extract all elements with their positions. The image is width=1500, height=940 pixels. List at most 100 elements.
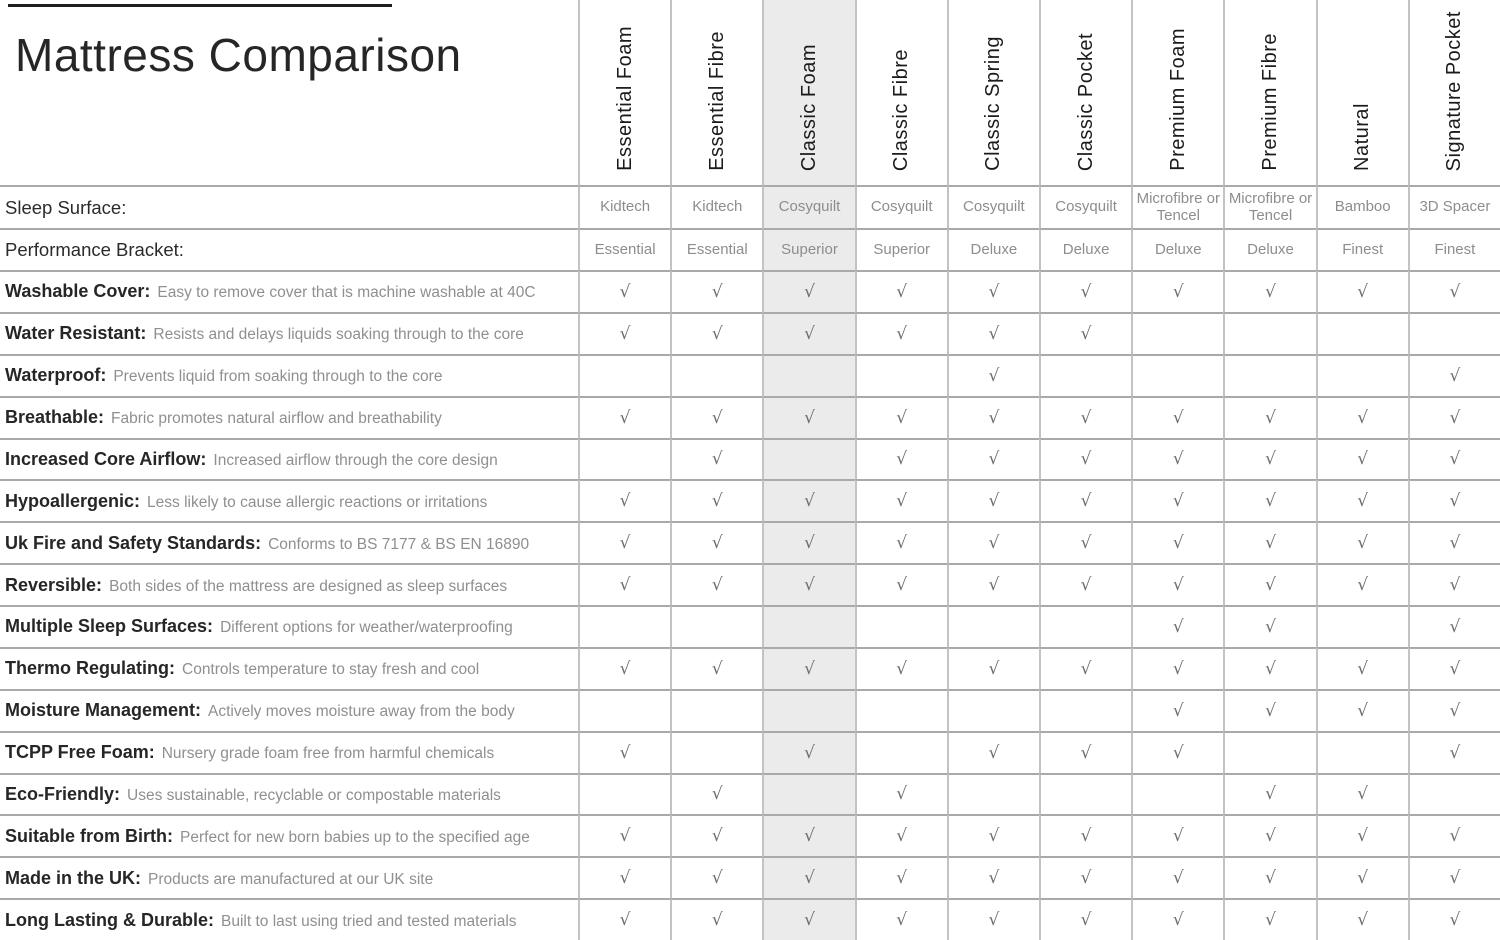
check-cell-classic-pocket: √ (1038, 814, 1132, 857)
checkmark-icon: √ (1080, 868, 1092, 889)
check-cell-premium-fibre: √ (1223, 605, 1316, 647)
feature-row-label: Made in the UK: Products are manufactured… (0, 856, 578, 899)
check-cell-premium-foam: √ (1131, 437, 1224, 480)
feature-description-text: Nursery grade foam free from harmful che… (161, 745, 495, 763)
feature-label-wrap: Made in the UK: Products are manufactured… (5, 868, 433, 889)
checkmark-icon: √ (1080, 910, 1092, 931)
check-cell-premium-fibre: √ (1223, 563, 1316, 605)
sleep-surface-value-essential-foam: Kidtech (578, 185, 671, 228)
bracket-text: Superior (873, 240, 931, 258)
row-label-text: Performance Bracket: (5, 239, 184, 260)
checkmark-icon: √ (896, 575, 908, 596)
sleep-surface-text: Microfibre or Tencel (1136, 189, 1220, 224)
bracket-text: Finest (1342, 240, 1384, 258)
empty-cell-classic-pocket (1038, 772, 1132, 815)
check-cell-natural: √ (1315, 898, 1408, 940)
check-cell-essential-fibre: √ (670, 814, 763, 857)
checkmark-icon: √ (711, 323, 723, 344)
sleep-surface-value-premium-fibre: Microfibre or Tencel (1223, 185, 1316, 228)
empty-cell-classic-pocket (1038, 688, 1132, 731)
check-cell-premium-foam: √ (1131, 270, 1224, 312)
checkmark-icon: √ (1449, 281, 1461, 302)
check-cell-essential-foam: √ (578, 521, 671, 564)
checkmark-icon: √ (1357, 910, 1369, 931)
column-header-signature-pocket: Signature Pocket (1407, 0, 1500, 185)
checkmark-icon: √ (619, 491, 631, 512)
table-header-corner: Mattress Comparison (0, 0, 578, 185)
check-cell-signature-pocket: √ (1407, 395, 1500, 438)
checkmark-icon: √ (1172, 575, 1184, 596)
feature-label-text: Uk Fire and Safety Standards: (5, 532, 262, 553)
check-cell-signature-pocket: √ (1407, 437, 1500, 480)
empty-cell-signature-pocket (1407, 772, 1500, 815)
bracket-text: Finest (1434, 240, 1476, 258)
checkmark-icon: √ (988, 323, 1000, 344)
checkmark-icon: √ (988, 407, 1000, 428)
column-header-classic-foam: Classic Foam (762, 0, 855, 185)
checkmark-icon: √ (1265, 575, 1276, 596)
checkmark-icon: √ (896, 784, 908, 805)
empty-cell-premium-fibre (1223, 730, 1316, 773)
checkmark-icon: √ (1357, 533, 1369, 554)
feature-row-label: Washable Cover: Easy to remove cover that… (0, 270, 578, 312)
checkmark-icon: √ (1080, 323, 1092, 344)
feature-label-wrap: Water Resistant: Resists and delays liqui… (5, 323, 524, 344)
checkmark-icon: √ (1080, 742, 1092, 763)
check-cell-classic-fibre: √ (854, 898, 947, 940)
feature-description-text: Prevents liquid from soaking through to … (113, 368, 443, 386)
feature-label-wrap: Increased Core Airflow: Increased airflow… (5, 449, 498, 470)
feature-label-text: Breathable: (5, 407, 105, 428)
checkmark-icon: √ (1265, 784, 1276, 805)
checkmark-icon: √ (804, 281, 815, 302)
checkmark-icon: √ (711, 868, 723, 889)
check-cell-classic-pocket: √ (1038, 856, 1132, 899)
checkmark-icon: √ (619, 575, 631, 596)
check-cell-classic-pocket: √ (1038, 730, 1132, 773)
empty-cell-natural (1315, 311, 1408, 354)
feature-description-text: Built to last using tried and tested mat… (221, 912, 517, 930)
bracket-value-natural: Finest (1315, 228, 1408, 270)
check-cell-signature-pocket: √ (1407, 479, 1500, 522)
empty-cell-classic-fibre (854, 730, 947, 773)
feature-row-label: Increased Core Airflow: Increased airflow… (0, 437, 578, 480)
check-cell-essential-fibre: √ (670, 479, 763, 522)
checkmark-icon: √ (1172, 826, 1184, 847)
empty-cell-classic-pocket (1038, 353, 1132, 396)
feature-label-wrap: Hypoallergenic: Less likely to cause alle… (5, 491, 487, 512)
empty-cell-essential-foam (578, 688, 671, 731)
checkmark-icon: √ (1357, 449, 1369, 470)
bracket-value-essential-foam: Essential (578, 228, 671, 270)
check-cell-classic-spring: √ (946, 856, 1039, 899)
feature-label-wrap: Washable Cover: Easy to remove cover that… (5, 281, 536, 302)
check-cell-premium-foam: √ (1131, 563, 1224, 605)
sleep-surface-text: Kidtech (692, 198, 743, 216)
bracket-text: Deluxe (970, 240, 1018, 258)
check-cell-classic-pocket: √ (1038, 479, 1132, 522)
check-cell-classic-fibre: √ (854, 437, 947, 480)
checkmark-icon: √ (1172, 407, 1184, 428)
check-cell-classic-pocket: √ (1038, 521, 1132, 564)
column-header-label: Classic Fibre (890, 48, 913, 171)
column-header-classic-pocket: Classic Pocket (1038, 0, 1132, 185)
checkmark-icon: √ (619, 533, 631, 554)
check-cell-classic-foam: √ (762, 563, 855, 605)
feature-row-label: Long Lasting & Durable: Built to last usi… (0, 898, 578, 940)
empty-cell-natural (1315, 353, 1408, 396)
checkmark-icon: √ (1080, 449, 1092, 470)
checkmark-icon: √ (1357, 407, 1369, 428)
bracket-value-signature-pocket: Finest (1407, 228, 1500, 270)
column-header-natural: Natural (1315, 0, 1408, 185)
checkmark-icon: √ (1449, 575, 1461, 596)
sleep-surface-text: Cosyquilt (1055, 198, 1117, 216)
sleep-surface-value-classic-foam: Cosyquilt (762, 185, 855, 228)
check-cell-classic-spring: √ (946, 898, 1039, 940)
checkmark-icon: √ (1172, 658, 1184, 679)
check-cell-classic-spring: √ (946, 353, 1039, 396)
checkmark-icon: √ (1449, 616, 1461, 637)
empty-cell-essential-fibre (670, 688, 763, 731)
checkmark-icon: √ (1172, 742, 1184, 763)
column-header-classic-spring: Classic Spring (946, 0, 1039, 185)
feature-label-wrap: Waterproof: Prevents liquid from soaking … (5, 365, 442, 386)
empty-cell-essential-foam (578, 772, 671, 815)
checkmark-icon: √ (1357, 868, 1369, 889)
